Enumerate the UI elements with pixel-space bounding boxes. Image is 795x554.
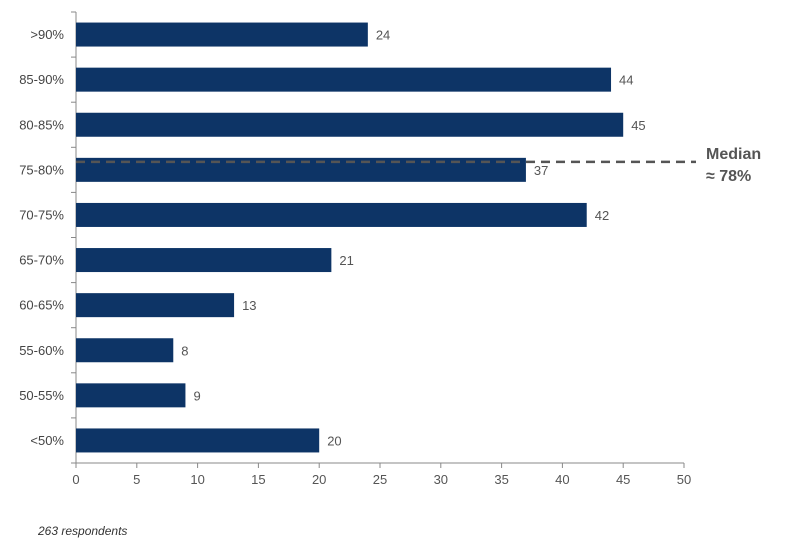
bar-value-label: 37 [534,163,548,178]
bar [76,202,587,227]
x-tick-label: 0 [72,472,79,487]
bar [76,293,235,318]
bar [76,112,624,137]
x-axis: 0 5 10 15 20 25 30 35 40 45 50 [72,462,691,487]
x-tick-label: 5 [133,472,140,487]
category-label: 65-70% [19,253,64,268]
median-label-line2: ≈ 78% [706,168,751,185]
x-tick-label: 40 [555,472,569,487]
category-label: <50% [30,433,64,448]
x-tick-label: 25 [373,472,387,487]
bar-value-label: 9 [193,388,200,403]
category-label: 80-85% [19,117,64,132]
bar [76,248,332,273]
median-annotation: Median ≈ 78% [76,146,761,185]
median-label-line1: Median [706,146,761,163]
x-tick-label: 10 [190,472,204,487]
y-axis: >90% 85-90% 80-85% 75-80% 70-75% 65-70% 60-65%… [19,11,77,464]
x-tick-label: 45 [616,472,630,487]
bar-value-label: 44 [619,73,633,88]
bar-value-label: 21 [339,253,353,268]
x-tick-label: 30 [434,472,448,487]
category-label: 60-65% [19,298,64,313]
bar-value-label: 24 [376,28,390,43]
bar [76,157,526,182]
x-tick-label: 15 [251,472,265,487]
bar-value-label: 45 [631,118,645,133]
category-label: 70-75% [19,207,64,222]
x-tick-label: 50 [677,472,691,487]
category-label: >90% [30,27,64,42]
footnote: 263 respondents [38,524,128,538]
category-label: 50-55% [19,388,64,403]
category-label: 75-80% [19,162,64,177]
bar [76,428,320,453]
bar-value-label: 8 [181,343,188,358]
bars: 24 44 45 37 42 21 13 8 9 20 [76,22,646,453]
category-label: 55-60% [19,343,64,358]
x-tick-label: 20 [312,472,326,487]
bar-value-label: 13 [242,298,256,313]
bar-value-label: 42 [595,208,609,223]
x-tick-label: 35 [494,472,508,487]
bar [76,338,174,363]
category-label: 85-90% [19,72,64,87]
bar [76,383,186,408]
bar [76,67,612,92]
bar [76,22,368,47]
bar-value-label: 20 [327,433,341,448]
